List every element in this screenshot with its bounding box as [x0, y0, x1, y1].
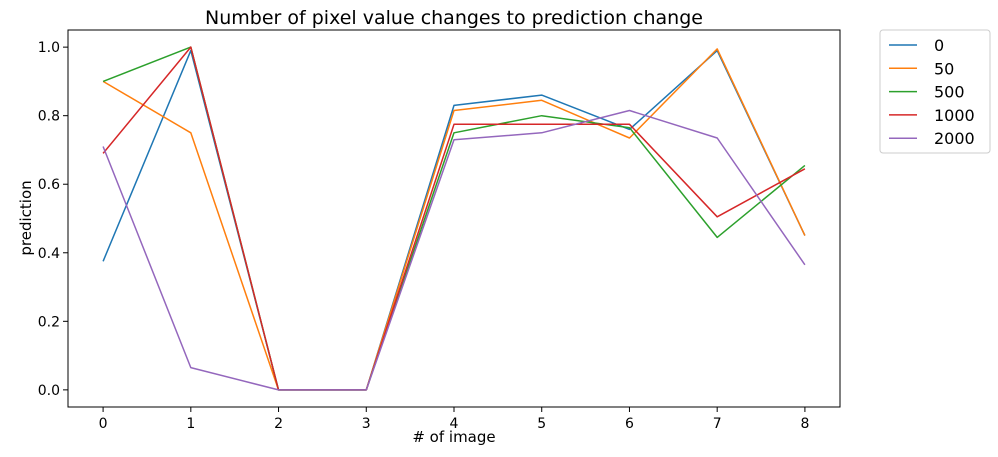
x-tick-label: 8 [800, 416, 809, 432]
x-tick-label: 5 [537, 416, 546, 432]
series-line-500 [102, 46, 806, 391]
y-tick-label: 0.8 [38, 109, 60, 125]
series-lines [102, 46, 806, 391]
y-tick-label: 0.4 [38, 246, 60, 262]
series-line-50 [102, 48, 806, 391]
x-tick-label: 1 [186, 416, 195, 432]
x-tick-label: 7 [713, 416, 722, 432]
series-line-1000 [102, 46, 806, 391]
x-tick-label: 2 [274, 416, 283, 432]
legend-label: 50 [934, 59, 954, 78]
legend: 0 50 500 1000 2000 [879, 29, 991, 154]
series-line-0 [102, 49, 806, 391]
y-tick-label: 1.0 [38, 40, 60, 56]
y-tick-label: 0.0 [38, 383, 60, 399]
x-tick-label: 4 [450, 416, 459, 432]
legend-label: 0 [934, 36, 944, 55]
chart-title: Number of pixel value changes to predict… [205, 7, 703, 29]
series-line-2000 [102, 109, 806, 391]
y-axis: 0.0 0.2 0.4 0.6 0.8 1.0 [38, 40, 68, 399]
y-axis-label: prediction [17, 180, 35, 255]
x-tick-label: 0 [99, 416, 108, 432]
x-tick-label: 6 [625, 416, 634, 432]
x-tick-label: 3 [362, 416, 371, 432]
legend-label: 1000 [934, 106, 975, 125]
y-tick-label: 0.2 [38, 314, 60, 330]
legend-label: 2000 [934, 129, 975, 148]
x-axis: 0 1 2 3 4 5 6 7 8 [99, 407, 809, 432]
legend-frame [879, 29, 991, 154]
legend-label: 500 [934, 83, 965, 102]
x-axis-label: # of image [412, 428, 495, 446]
y-tick-label: 0.6 [38, 177, 60, 193]
